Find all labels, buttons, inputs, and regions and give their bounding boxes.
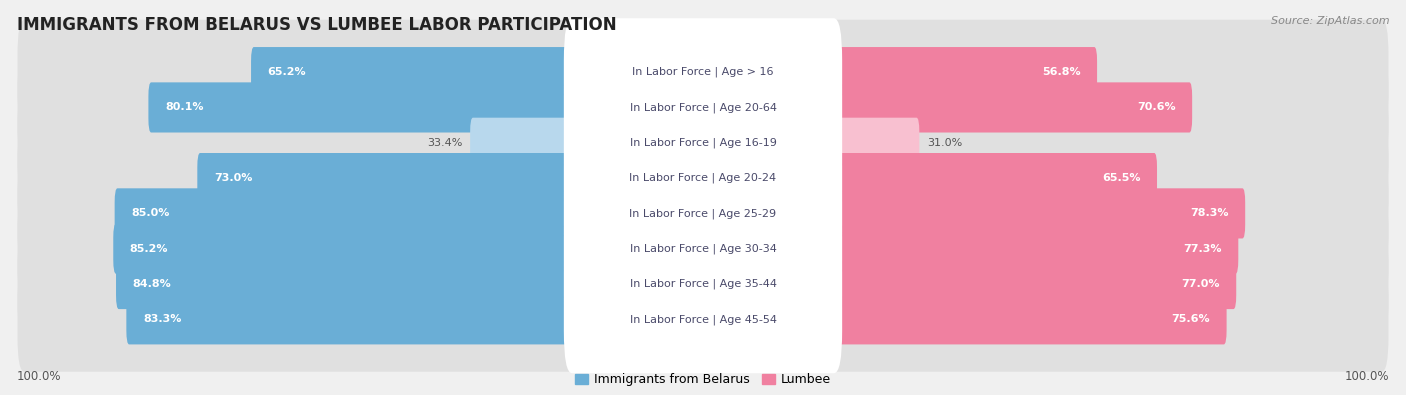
- FancyBboxPatch shape: [17, 90, 1389, 195]
- Text: In Labor Force | Age 20-64: In Labor Force | Age 20-64: [630, 102, 776, 113]
- FancyBboxPatch shape: [17, 161, 1389, 266]
- FancyBboxPatch shape: [17, 126, 1389, 230]
- Text: 65.5%: 65.5%: [1102, 173, 1140, 183]
- Text: 65.2%: 65.2%: [267, 67, 307, 77]
- FancyBboxPatch shape: [700, 259, 1236, 309]
- FancyBboxPatch shape: [700, 83, 1192, 132]
- Text: In Labor Force | Age 16-19: In Labor Force | Age 16-19: [630, 137, 776, 148]
- Text: 73.0%: 73.0%: [214, 173, 252, 183]
- Text: In Labor Force | Age 45-54: In Labor Force | Age 45-54: [630, 314, 776, 325]
- Text: In Labor Force | Age 20-24: In Labor Force | Age 20-24: [630, 173, 776, 183]
- FancyBboxPatch shape: [564, 195, 842, 303]
- FancyBboxPatch shape: [114, 224, 706, 274]
- Text: 75.6%: 75.6%: [1171, 314, 1211, 324]
- FancyBboxPatch shape: [564, 18, 842, 126]
- Text: 100.0%: 100.0%: [1344, 370, 1389, 383]
- Text: 100.0%: 100.0%: [17, 370, 62, 383]
- FancyBboxPatch shape: [127, 294, 706, 344]
- FancyBboxPatch shape: [564, 54, 842, 161]
- FancyBboxPatch shape: [149, 83, 706, 132]
- FancyBboxPatch shape: [17, 231, 1389, 337]
- Text: 80.1%: 80.1%: [165, 102, 204, 113]
- FancyBboxPatch shape: [564, 89, 842, 197]
- Text: 83.3%: 83.3%: [143, 314, 181, 324]
- FancyBboxPatch shape: [700, 188, 1246, 239]
- FancyBboxPatch shape: [564, 160, 842, 267]
- Text: 56.8%: 56.8%: [1042, 67, 1081, 77]
- FancyBboxPatch shape: [117, 259, 706, 309]
- FancyBboxPatch shape: [564, 230, 842, 338]
- FancyBboxPatch shape: [700, 153, 1157, 203]
- Text: 77.3%: 77.3%: [1184, 244, 1222, 254]
- Text: In Labor Force | Age 35-44: In Labor Force | Age 35-44: [630, 279, 776, 289]
- Text: In Labor Force | Age 30-34: In Labor Force | Age 30-34: [630, 243, 776, 254]
- FancyBboxPatch shape: [17, 267, 1389, 372]
- Text: 78.3%: 78.3%: [1189, 209, 1229, 218]
- Text: IMMIGRANTS FROM BELARUS VS LUMBEE LABOR PARTICIPATION: IMMIGRANTS FROM BELARUS VS LUMBEE LABOR …: [17, 16, 616, 34]
- FancyBboxPatch shape: [700, 224, 1239, 274]
- Text: In Labor Force | Age 25-29: In Labor Force | Age 25-29: [630, 208, 776, 219]
- FancyBboxPatch shape: [564, 124, 842, 232]
- Text: 77.0%: 77.0%: [1181, 279, 1220, 289]
- Text: Source: ZipAtlas.com: Source: ZipAtlas.com: [1271, 16, 1389, 26]
- FancyBboxPatch shape: [115, 188, 706, 239]
- FancyBboxPatch shape: [17, 196, 1389, 301]
- FancyBboxPatch shape: [700, 47, 1097, 97]
- FancyBboxPatch shape: [17, 55, 1389, 160]
- FancyBboxPatch shape: [197, 153, 706, 203]
- Text: 85.2%: 85.2%: [129, 244, 169, 254]
- Text: 70.6%: 70.6%: [1137, 102, 1175, 113]
- Text: 85.0%: 85.0%: [131, 209, 170, 218]
- FancyBboxPatch shape: [17, 20, 1389, 124]
- Text: 33.4%: 33.4%: [427, 138, 463, 148]
- FancyBboxPatch shape: [252, 47, 706, 97]
- FancyBboxPatch shape: [564, 265, 842, 373]
- FancyBboxPatch shape: [700, 294, 1226, 344]
- FancyBboxPatch shape: [700, 118, 920, 168]
- FancyBboxPatch shape: [470, 118, 706, 168]
- Text: 84.8%: 84.8%: [132, 279, 172, 289]
- Text: 31.0%: 31.0%: [927, 138, 962, 148]
- Legend: Immigrants from Belarus, Lumbee: Immigrants from Belarus, Lumbee: [575, 373, 831, 386]
- Text: In Labor Force | Age > 16: In Labor Force | Age > 16: [633, 67, 773, 77]
